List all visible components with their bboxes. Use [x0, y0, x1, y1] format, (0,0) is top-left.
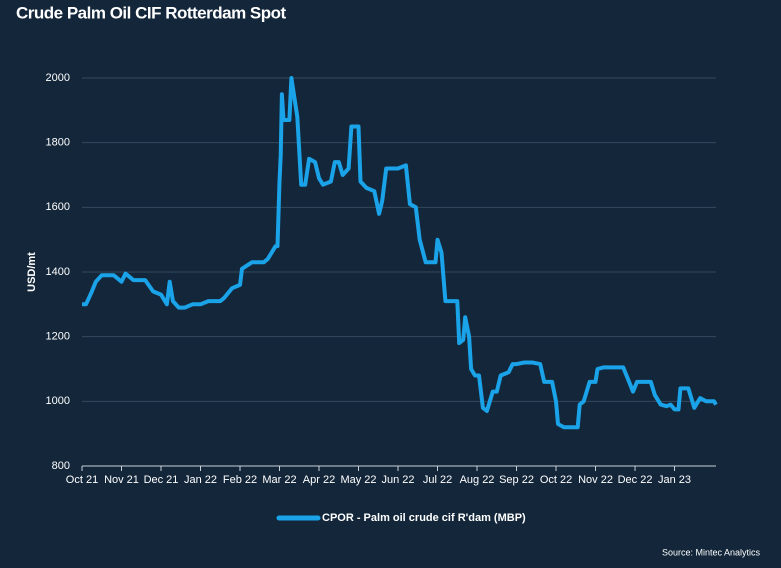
y-tick-label: 800	[52, 460, 70, 472]
x-tick-label: Apr 22	[303, 474, 335, 486]
source: Source: Mintec Analytics	[662, 547, 761, 557]
x-tick-label: Nov 22	[578, 474, 613, 486]
y-tick-label: 1800	[46, 137, 70, 149]
y-axis-label: USD/mt	[26, 252, 38, 292]
x-tick-label: Mar 22	[262, 474, 296, 486]
x-tick-label: Jul 22	[423, 474, 452, 486]
x-tick-label: Feb 22	[223, 474, 257, 486]
y-tick-label: 2000	[46, 72, 70, 84]
x-tick-label: Jan 23	[658, 474, 691, 486]
x-tick-label: Dec 22	[618, 474, 653, 486]
y-tick-label: 1400	[46, 266, 70, 278]
x-tick-label: Sep 22	[499, 474, 534, 486]
y-tick-label: 1200	[46, 331, 70, 343]
x-tick-label: Oct 21	[66, 474, 98, 486]
x-tick-label: Aug 22	[460, 474, 495, 486]
x-tick-label: May 22	[340, 474, 376, 486]
x-tick-label: Jan 22	[184, 474, 217, 486]
x-tick-label: Dec 21	[144, 474, 179, 486]
x-tick-label: Oct 22	[540, 474, 572, 486]
chart-title: Crude Palm Oil CIF Rotterdam Spot	[16, 3, 287, 22]
y-tick-label: 1600	[46, 201, 70, 213]
x-tick-label: Nov 21	[104, 474, 139, 486]
y-tick-label: 1000	[46, 395, 70, 407]
line	[82, 76, 718, 430]
x-tick-label: Jun 22	[381, 474, 414, 486]
legend-label: CPOR - Palm oil crude cif R'dam (MBP)	[322, 512, 526, 524]
